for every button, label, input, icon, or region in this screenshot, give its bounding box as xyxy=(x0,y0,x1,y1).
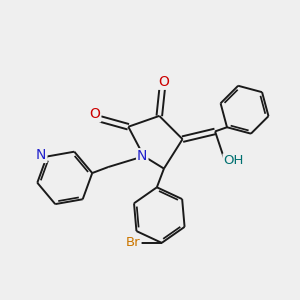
Text: Br: Br xyxy=(126,236,140,249)
Text: N: N xyxy=(36,148,46,162)
Text: O: O xyxy=(89,107,100,122)
Text: N: N xyxy=(137,149,147,163)
Text: O: O xyxy=(158,75,169,89)
Text: OH: OH xyxy=(224,154,244,167)
